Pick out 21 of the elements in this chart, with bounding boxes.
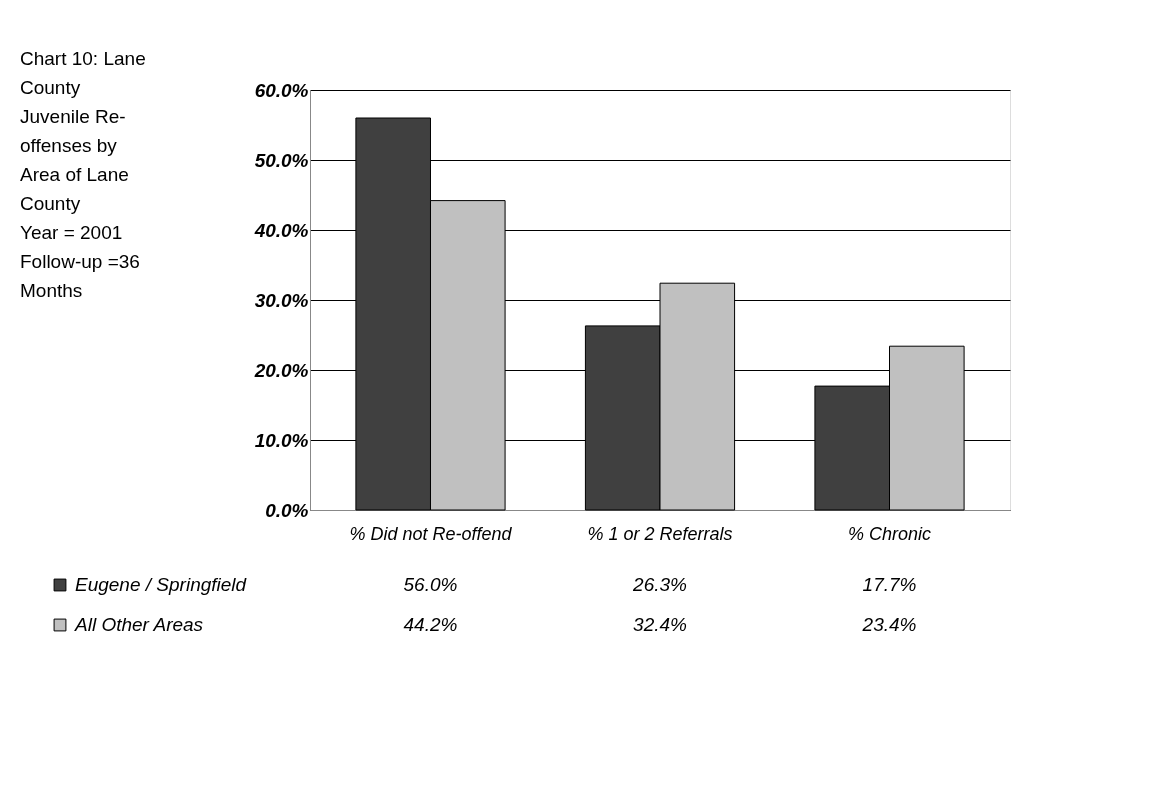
y-tick-label: 60.0% [254,79,309,101]
data-label: 32.4% [633,614,688,635]
y-tick-label: 10.0% [254,429,309,451]
legend-label: All Other Areas [74,614,204,635]
data-label: 26.3% [632,574,688,595]
y-tick-label: 30.0% [254,289,309,311]
text: Follow-up =36 Months [20,251,140,301]
y-tick-label: 20.0% [253,359,309,381]
y-tick-label: 40.0% [253,219,309,241]
text: Year = 2001 [20,222,123,243]
data-label: 44.2% [403,614,458,635]
y-tick-label: 50.0% [254,149,309,171]
data-label: 56.0% [403,574,458,595]
x-tick-label: % Chronic [847,523,932,544]
data-label: 23.4% [861,614,917,635]
x-tick-label: % Did not Re-offend [349,523,513,544]
legend-label: Eugene / Springfield [75,574,248,595]
data-label: 17.7% [862,574,917,595]
text: Chart 10: Lane County Juvenile Re-offenses by Area of Lane County [20,48,146,214]
x-tick-label: % 1 or 2 Referrals [587,523,733,544]
y-tick-label: 0.0% [265,499,309,521]
